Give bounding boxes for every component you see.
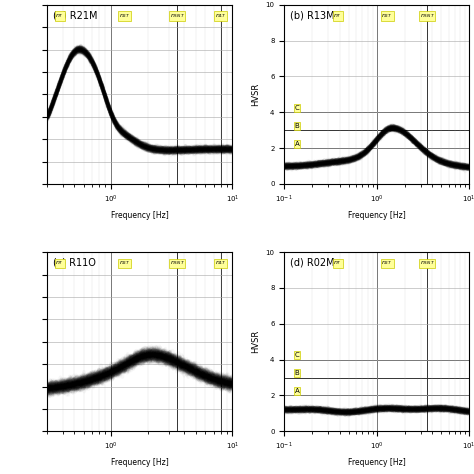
- Text: A: A: [295, 141, 300, 146]
- Y-axis label: HVSR: HVSR: [251, 83, 260, 106]
- Text: $n_T$: $n_T$: [55, 259, 64, 267]
- Text: B: B: [295, 123, 300, 129]
- Text: A: A: [295, 388, 300, 394]
- Text: $n_{4T}$: $n_{4T}$: [215, 12, 227, 20]
- Text: $n_{2T}$: $n_{2T}$: [119, 12, 131, 20]
- Text: $n_{3NT}$: $n_{3NT}$: [170, 259, 184, 267]
- X-axis label: Frequency [Hz]: Frequency [Hz]: [348, 458, 406, 467]
- Text: (d) R02M: (d) R02M: [290, 257, 335, 267]
- Text: (a) R21M: (a) R21M: [53, 10, 98, 20]
- Text: (c) R11O: (c) R11O: [53, 257, 96, 267]
- Text: $n_{2T}$: $n_{2T}$: [382, 12, 393, 20]
- Text: $n_T$: $n_T$: [55, 12, 64, 20]
- Text: $n_{2T}$: $n_{2T}$: [382, 259, 393, 267]
- Text: $n_{2T}$: $n_{2T}$: [119, 259, 131, 267]
- Text: (b) R13M: (b) R13M: [290, 10, 335, 20]
- Text: C: C: [295, 105, 300, 111]
- Text: $n_T$: $n_T$: [333, 259, 342, 267]
- Text: $n_T$: $n_T$: [333, 12, 342, 20]
- Text: $n_{3NT}$: $n_{3NT}$: [419, 12, 435, 20]
- Text: $n_{3NT}$: $n_{3NT}$: [419, 259, 435, 267]
- Text: $n_{4T}$: $n_{4T}$: [215, 259, 227, 267]
- X-axis label: Frequency [Hz]: Frequency [Hz]: [111, 210, 169, 219]
- Y-axis label: HVSR: HVSR: [251, 330, 260, 353]
- Text: B: B: [295, 370, 300, 376]
- X-axis label: Frequency [Hz]: Frequency [Hz]: [111, 458, 169, 467]
- Text: C: C: [295, 352, 300, 358]
- Text: $n_{3NT}$: $n_{3NT}$: [170, 12, 184, 20]
- X-axis label: Frequency [Hz]: Frequency [Hz]: [348, 210, 406, 219]
